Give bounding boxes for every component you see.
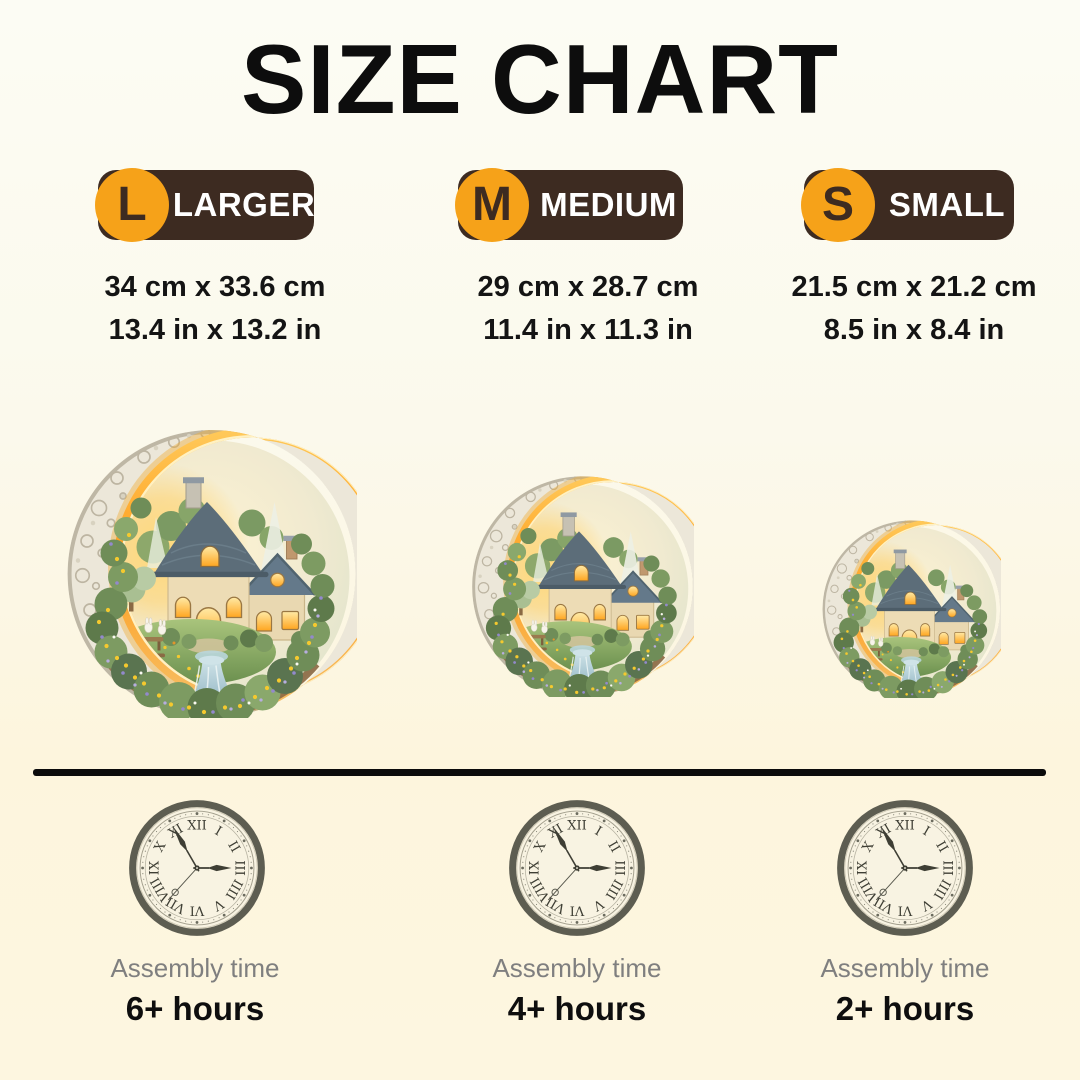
assembly-time-larger: Assembly time 6+ hours — [45, 953, 345, 1028]
assembly-time-value: 4+ hours — [507, 990, 647, 1027]
size-label-medium: MEDIUM — [540, 186, 677, 223]
dimensions-medium: 29 cm x 28.7 cm 11.4 in x 11.3 in — [438, 273, 738, 345]
size-letter-circle-larger: L — [95, 168, 169, 242]
svg-text:IX: IX — [148, 860, 163, 875]
assembly-time-value: 6+ hours — [125, 990, 265, 1027]
dimensions-cm-small: 21.5 cm x 21.2 cm — [791, 271, 1037, 303]
page-title: SIZE CHART — [241, 24, 839, 134]
size-letter-medium: M — [472, 178, 512, 231]
svg-text:VI: VI — [570, 903, 586, 918]
svg-text:III: III — [940, 860, 955, 875]
dimensions-in-larger: 13.4 in x 13.2 in — [108, 314, 322, 346]
moon-cottage-puzzle-art — [464, 467, 694, 697]
dimensions-in-medium: 11.4 in x 11.3 in — [483, 314, 693, 346]
dimensions-cm-larger: 34 cm x 33.6 cm — [104, 271, 326, 303]
size-badge-medium: M MEDIUM — [455, 168, 683, 242]
puzzle-image-larger — [57, 418, 357, 718]
assembly-time-label: Assembly time — [110, 953, 280, 983]
size-badge-larger: L LARGER — [95, 168, 316, 242]
puzzle-image-small — [816, 513, 1001, 698]
assembly-time-value: 2+ hours — [835, 990, 975, 1027]
size-badge-small: S SMALL — [801, 168, 1014, 242]
size-label-small: SMALL — [888, 186, 1006, 223]
svg-text:VI: VI — [898, 903, 914, 918]
puzzle-image-medium — [464, 467, 694, 697]
svg-text:I: I — [920, 824, 932, 840]
svg-text:III: III — [612, 860, 627, 875]
divider-line — [33, 769, 1046, 776]
assembly-time-label: Assembly time — [492, 953, 662, 983]
size-letter-larger: L — [117, 178, 147, 231]
svg-text:VI: VI — [190, 903, 206, 918]
size-letter-small: S — [821, 178, 854, 231]
moon-cottage-puzzle-art — [57, 418, 357, 718]
size-letter-circle-medium: M — [455, 168, 529, 242]
svg-text:I: I — [592, 824, 604, 840]
assembly-time-label: Assembly time — [820, 953, 990, 983]
svg-text:I: I — [212, 824, 224, 840]
svg-text:IX: IX — [528, 860, 543, 875]
svg-text:XII: XII — [187, 819, 207, 834]
svg-text:III: III — [232, 860, 247, 875]
dimensions-larger: 34 cm x 33.6 cm 13.4 in x 13.2 in — [65, 273, 365, 345]
size-letter-circle-small: S — [801, 168, 875, 242]
size-label-larger: LARGER — [172, 186, 316, 223]
svg-text:XII: XII — [567, 819, 587, 834]
svg-text:IX: IX — [856, 860, 871, 875]
assembly-time-medium: Assembly time 4+ hours — [427, 953, 727, 1028]
dimensions-small: 21.5 cm x 21.2 cm 8.5 in x 8.4 in — [764, 273, 1064, 345]
dimensions-in-small: 8.5 in x 8.4 in — [823, 314, 1005, 346]
svg-text:XII: XII — [895, 819, 915, 834]
moon-cottage-puzzle-art — [816, 513, 1001, 698]
assembly-time-small: Assembly time 2+ hours — [755, 953, 1055, 1028]
dimensions-cm-medium: 29 cm x 28.7 cm — [477, 271, 699, 303]
